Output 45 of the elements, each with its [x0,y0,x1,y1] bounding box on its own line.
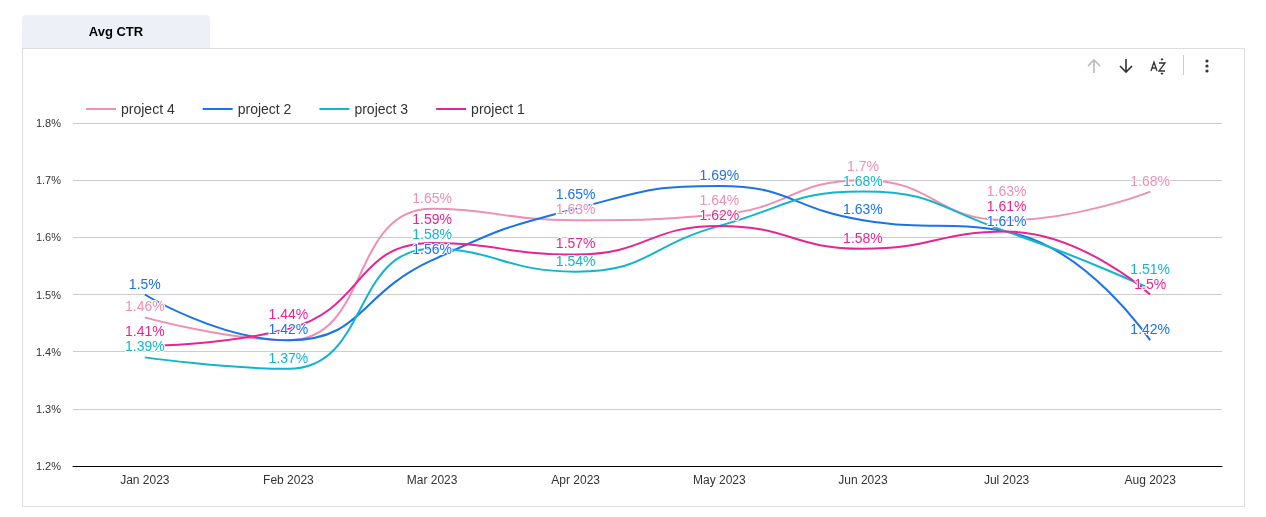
data-label: 1.63% [843,201,883,218]
legend-label: project 3 [354,101,409,117]
data-label: 1.44% [268,306,309,323]
data-label: 1.63% [986,182,1027,199]
data-label: 1.5% [128,275,161,292]
y-tick-label: 1.8% [35,117,62,129]
data-label: 1.41% [124,323,165,340]
legend-label: project 4 [121,101,175,117]
y-tick-label: 1.5% [35,288,62,301]
data-label: 1.58% [412,226,452,243]
y-tick-label: 1.3% [35,402,62,415]
y-tick-label: 1.4% [35,345,62,358]
x-tick-label: Apr 2023 [551,473,601,487]
data-label: 1.39% [124,338,165,355]
data-label: 1.61% [986,212,1027,229]
data-label: 1.37% [268,349,309,366]
data-label: 1.58% [843,229,883,246]
y-tick-label: 1.2% [35,460,62,472]
data-label: 1.64% [699,191,740,208]
data-label: 1.46% [124,298,165,315]
data-label: 1.7% [846,157,879,174]
x-tick-label: May 2023 [692,473,746,487]
legend-label: project 1 [471,101,525,117]
data-label: 1.69% [699,166,740,183]
legend-label: project 2 [237,101,292,117]
data-label: 1.5% [1134,275,1167,292]
x-tick-label: Feb 2023 [263,473,315,487]
data-label: 1.54% [555,252,596,269]
y-tick-label: 1.6% [35,231,62,244]
data-label: 1.68% [1130,172,1171,189]
data-label: 1.61% [986,197,1027,214]
data-label: 1.65% [555,186,596,203]
data-label: 1.59% [412,211,452,228]
data-label: 1.62% [699,206,740,223]
x-tick-label: Jun 2023 [838,473,888,487]
chart-title: Avg CTR [22,15,210,48]
data-label: 1.65% [412,189,452,206]
x-tick-label: Mar 2023 [406,473,458,487]
data-label: 1.68% [843,172,883,189]
data-label: 1.51% [1130,260,1171,277]
x-tick-label: Jan 2023 [120,473,170,487]
y-tick-label: 1.7% [35,174,62,187]
data-label: 1.57% [555,235,596,252]
x-tick-label: Jul 2023 [983,473,1030,487]
x-tick-label: Aug 2023 [1124,473,1177,487]
